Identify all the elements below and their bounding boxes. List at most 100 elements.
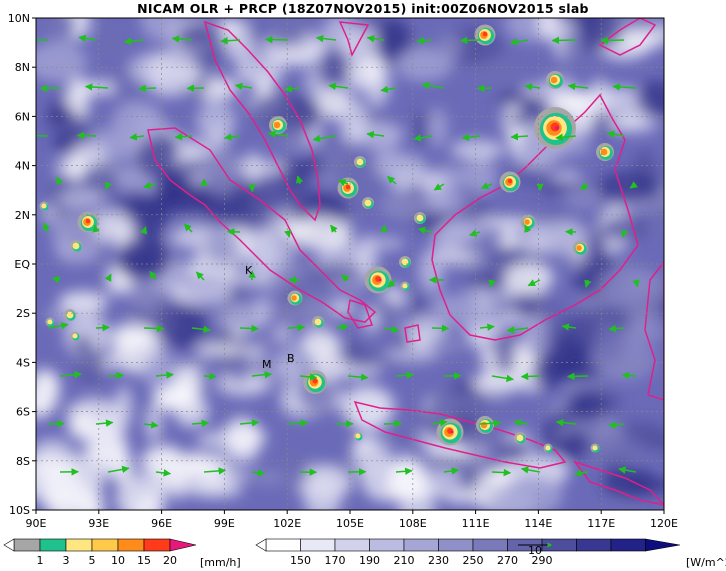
prcp-cell-5 xyxy=(416,214,424,222)
y-tick-label: 6N xyxy=(15,110,30,123)
prcp-tick-label: 10 xyxy=(111,554,125,567)
olr-blob xyxy=(196,101,236,142)
wind-vector xyxy=(629,181,638,189)
wind-vector xyxy=(606,130,625,138)
wind-vector xyxy=(387,279,397,288)
olr-blob xyxy=(627,305,661,337)
wind-vector xyxy=(155,469,172,477)
y-tick-label: EQ xyxy=(14,258,30,271)
wind-vector xyxy=(107,465,130,474)
olr-blob xyxy=(78,500,105,510)
prcp-cell-5 xyxy=(72,333,78,339)
olr-blob xyxy=(338,461,359,480)
prcp-tick-label: 5 xyxy=(89,554,96,567)
prcp-tick-label: 1 xyxy=(37,554,44,567)
olr-bar-segment xyxy=(300,538,336,552)
wind-vector xyxy=(174,133,193,141)
olr-blob xyxy=(123,246,162,279)
x-tick-label: 93E xyxy=(88,517,109,530)
wind-vector xyxy=(335,323,349,331)
olr-blob xyxy=(406,183,427,200)
wind-vector xyxy=(608,421,625,429)
wind-vector xyxy=(527,279,541,287)
prcp-bar-segment xyxy=(39,538,67,552)
wind-vector xyxy=(143,181,157,190)
olr-blob xyxy=(268,18,314,40)
olr-bar-segment xyxy=(576,538,612,552)
olr-blob xyxy=(426,107,448,148)
wind-vector xyxy=(620,230,628,238)
olr-bar-segment xyxy=(472,538,508,552)
prcp-bar-segment xyxy=(65,538,93,552)
lat-lon-grid xyxy=(36,18,664,510)
wind-vector xyxy=(383,419,403,428)
wind-vector xyxy=(264,35,289,44)
olr-blob xyxy=(469,63,521,88)
olr-blob xyxy=(442,489,491,504)
olr-blob xyxy=(515,294,555,318)
olr-blob xyxy=(340,341,367,367)
olr-blob xyxy=(303,480,342,510)
wind-vector xyxy=(574,469,589,477)
wind-vector xyxy=(329,224,338,233)
wind-vector xyxy=(47,321,69,330)
wind-vectors xyxy=(36,34,640,477)
wind-vector xyxy=(555,133,577,142)
wind-vector xyxy=(380,85,397,94)
wind-vector xyxy=(284,229,292,238)
olr-blob xyxy=(600,214,649,243)
wind-vector xyxy=(608,324,625,333)
wind-vector xyxy=(143,421,159,429)
prcp-cell-5 xyxy=(356,158,364,166)
olr-blob xyxy=(386,462,426,502)
wind-vector xyxy=(138,84,157,93)
olr-blob xyxy=(46,104,76,122)
olr-tick-label: 290 xyxy=(532,554,553,567)
olr-blob xyxy=(503,261,554,294)
olr-bar-segment xyxy=(645,538,681,552)
olr-blob xyxy=(346,78,374,91)
olr-tick-label: 250 xyxy=(463,554,484,567)
wind-vector xyxy=(51,276,61,284)
wind-vector xyxy=(95,323,110,332)
wind-vector xyxy=(443,467,460,475)
wind-vector xyxy=(203,372,217,381)
olr-blob xyxy=(58,291,108,312)
olr-blob xyxy=(154,167,194,206)
olr-blob xyxy=(602,467,657,499)
prcp-cell-15 xyxy=(273,121,281,129)
prcp-cell-max xyxy=(378,278,382,282)
olr-unit: [W/m^2] xyxy=(686,556,726,569)
olr-blob xyxy=(251,92,308,130)
place-label-b: B xyxy=(287,352,295,365)
wind-vector xyxy=(56,176,64,185)
wind-vector xyxy=(129,133,145,141)
wind-vector xyxy=(338,179,349,187)
figure-title: NICAM OLR + PRCP (18Z07NOV2015) init:00Z… xyxy=(137,1,589,16)
olr-blob xyxy=(546,336,587,380)
wind-vector xyxy=(203,467,227,475)
wind-vector xyxy=(341,274,350,283)
olr-blob xyxy=(370,237,405,250)
wind-vector xyxy=(433,183,445,191)
olr-blob xyxy=(271,41,326,67)
olr-blob xyxy=(173,395,209,427)
wind-vector xyxy=(191,419,210,428)
wind-vector xyxy=(567,82,589,91)
olr-tick-label: 270 xyxy=(497,554,518,567)
wind-vector xyxy=(491,374,514,383)
olr-blob xyxy=(483,495,537,510)
olr-blob xyxy=(145,402,162,443)
olr-blob xyxy=(204,228,241,265)
wind-vector xyxy=(366,34,385,43)
olr-bar-segment xyxy=(610,538,646,552)
olr-blob xyxy=(411,292,428,323)
x-tick-label: 120E xyxy=(650,517,678,530)
olr-blob xyxy=(184,274,232,301)
wind-vector xyxy=(155,371,174,379)
wind-vector xyxy=(78,34,97,43)
prcp-bar-segment xyxy=(91,538,119,552)
prcp-bar-segment xyxy=(143,538,171,552)
olr-blob xyxy=(186,481,243,498)
olr-blob xyxy=(230,160,288,173)
